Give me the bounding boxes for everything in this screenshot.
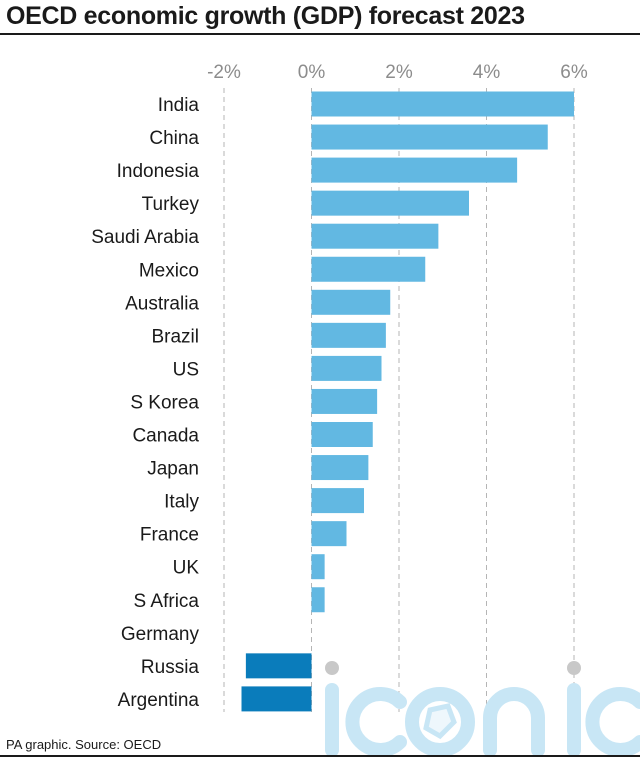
category-label: Argentina xyxy=(118,690,200,711)
category-label: Japan xyxy=(147,459,199,480)
category-label: Germany xyxy=(121,624,200,645)
x-axis-ticks: -2% 0% 2% 4% 6% xyxy=(207,62,588,83)
bar xyxy=(311,124,548,150)
bar xyxy=(245,653,312,679)
bar xyxy=(311,157,518,183)
bar xyxy=(311,256,426,282)
footer-divider xyxy=(0,755,640,757)
bar xyxy=(311,554,325,580)
bar xyxy=(311,521,347,547)
bar xyxy=(311,289,391,315)
category-label: Italy xyxy=(164,492,199,513)
bar xyxy=(241,686,312,712)
bar xyxy=(311,388,378,414)
x-tick-label: 4% xyxy=(473,62,501,83)
category-label: S Korea xyxy=(130,392,199,413)
bar xyxy=(311,91,574,117)
category-label: India xyxy=(158,95,200,116)
category-label: US xyxy=(173,359,199,380)
bar xyxy=(311,455,369,481)
title-divider xyxy=(0,33,640,35)
bars xyxy=(241,91,574,712)
category-label: Russia xyxy=(141,657,200,678)
category-label: Brazil xyxy=(151,326,199,347)
category-label: Indonesia xyxy=(117,161,200,182)
x-tick-label: 6% xyxy=(560,62,588,83)
bar xyxy=(311,488,364,514)
bar xyxy=(311,587,325,613)
bar xyxy=(311,190,469,216)
category-label: China xyxy=(149,128,199,149)
bar-chart: -2% 0% 2% 4% 6% India China Indonesia Turkey Sau… xyxy=(91,62,588,712)
chart-title: OECD economic growth (GDP) forecast 2023 xyxy=(6,2,525,30)
source-note: PA graphic. Source: OECD xyxy=(6,737,162,752)
bar xyxy=(311,223,439,249)
category-label: Canada xyxy=(132,426,199,447)
bar xyxy=(311,422,373,447)
bar xyxy=(311,322,386,348)
x-tick-label: -2% xyxy=(207,62,241,83)
category-label: Mexico xyxy=(139,260,199,281)
category-label: France xyxy=(140,525,199,546)
category-label: S Africa xyxy=(134,591,200,612)
x-tick-label: 0% xyxy=(298,62,326,83)
category-label: Australia xyxy=(125,293,199,314)
bar xyxy=(311,355,382,381)
category-labels: India China Indonesia Turkey Saudi Arabia Mex… xyxy=(91,95,199,711)
category-label: UK xyxy=(173,558,200,579)
category-label: Turkey xyxy=(142,194,200,215)
category-label: Saudi Arabia xyxy=(91,227,199,248)
x-tick-label: 2% xyxy=(385,62,413,83)
